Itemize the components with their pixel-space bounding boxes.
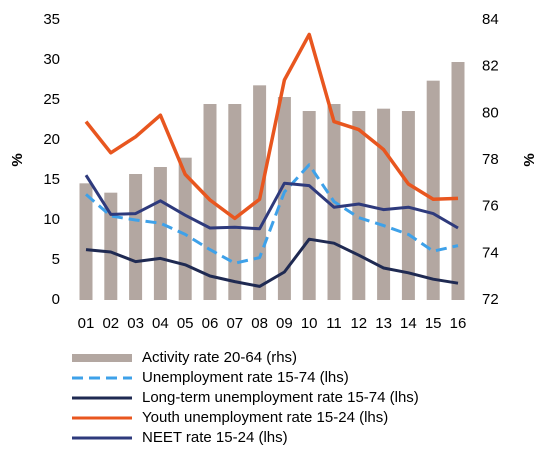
x-tick-label: 02 xyxy=(102,315,119,332)
line xyxy=(85,163,459,265)
y-tick-label: 0 xyxy=(52,291,60,308)
legend-label: Unemployment rate 15-74 (lhs) xyxy=(142,369,349,386)
x-tick-label: 13 xyxy=(375,315,392,332)
y2-axis-title: % xyxy=(521,153,538,166)
legend-label: Long-term unemployment rate 15-74 (lhs) xyxy=(142,389,419,406)
line xyxy=(85,237,459,288)
x-tick-label: 14 xyxy=(400,315,417,332)
x-tick-label: 04 xyxy=(152,315,169,332)
x-tick-label: 03 xyxy=(127,315,144,332)
x-tick-label: 10 xyxy=(301,315,318,332)
x-tick-label: 15 xyxy=(425,315,442,332)
y-tick-label: 35 xyxy=(43,11,60,28)
x-tick-label: 16 xyxy=(450,315,467,332)
x-tick-label: 07 xyxy=(226,315,243,332)
y2-tick-label: 84 xyxy=(482,11,499,28)
bar xyxy=(228,104,242,300)
legend-label: NEET rate 15-24 (lhs) xyxy=(142,429,288,446)
legend-label: Activity rate 20-64 (rhs) xyxy=(142,349,297,366)
x-tick-label: 12 xyxy=(350,315,367,332)
bar xyxy=(426,80,440,301)
bar xyxy=(79,183,93,300)
legend-swatch xyxy=(72,354,132,362)
line xyxy=(84,32,459,221)
y2-tick-label: 76 xyxy=(482,198,499,215)
bar xyxy=(277,97,291,300)
y-tick-label: 20 xyxy=(43,131,60,148)
y2-tick-label: 78 xyxy=(482,151,499,168)
y-axis-title: % xyxy=(9,153,26,166)
y2-tick-label: 82 xyxy=(482,58,499,75)
bar xyxy=(302,111,316,300)
y-tick-label: 30 xyxy=(43,51,60,68)
y2-tick-label: 80 xyxy=(482,104,499,121)
line xyxy=(84,174,459,231)
legend-label: Youth unemployment rate 15-24 (lhs) xyxy=(142,409,388,426)
y-tick-label: 10 xyxy=(43,211,60,228)
x-tick-label: 01 xyxy=(78,315,95,332)
bar xyxy=(153,167,167,300)
x-tick-label: 09 xyxy=(276,315,293,332)
x-tick-label: 08 xyxy=(251,315,268,332)
y-tick-label: 25 xyxy=(43,91,60,108)
bar xyxy=(401,111,415,300)
bar xyxy=(104,192,118,300)
y-tick-label: 15 xyxy=(43,171,60,188)
x-tick-label: 05 xyxy=(177,315,194,332)
x-tick-label: 11 xyxy=(326,315,342,332)
bar xyxy=(129,174,143,300)
y2-tick-label: 72 xyxy=(482,291,499,308)
x-tick-label: 06 xyxy=(202,315,219,332)
bar xyxy=(377,108,391,301)
y2-tick-label: 74 xyxy=(482,244,499,261)
y-tick-label: 5 xyxy=(52,251,60,268)
bar xyxy=(451,62,465,300)
